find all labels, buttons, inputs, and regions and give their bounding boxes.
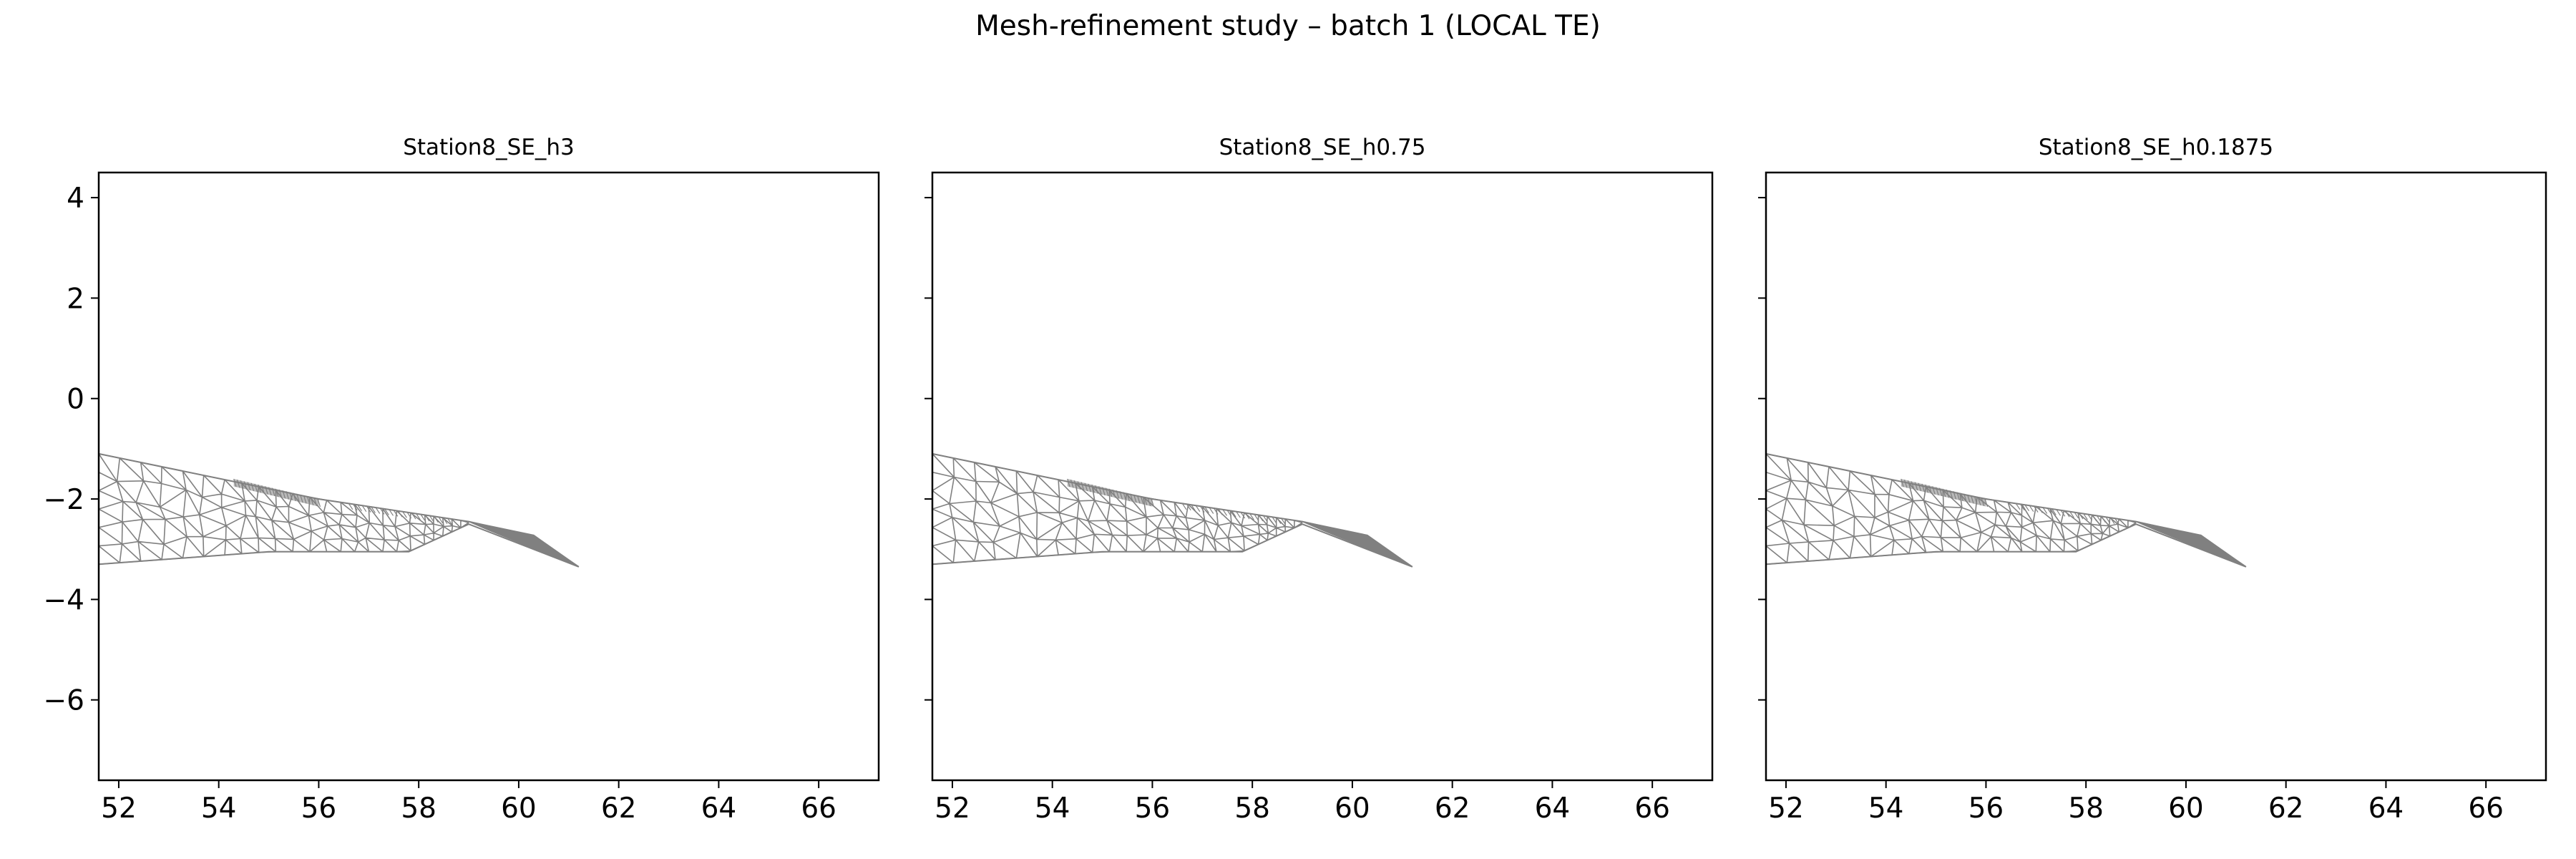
y-tick-label: 4 [67, 183, 84, 215]
mesh-dense-lines [1067, 478, 1155, 508]
x-tick-label: 66 [801, 792, 836, 825]
figure-suptitle: Mesh-refinement study – batch 1 (LOCAL T… [975, 10, 1601, 42]
x-tick-label: 58 [2068, 792, 2104, 825]
x-tick-label: 60 [2168, 792, 2204, 825]
mesh-group [932, 452, 1413, 568]
x-tick-label: 54 [201, 792, 237, 825]
x-tick-label: 58 [1234, 792, 1270, 825]
subplot-1: Station8_SE_h3 52 54 56 58 60 62 64 66 4 2 0 −2 −4 −6 [44, 135, 880, 825]
mesh-triangles [1766, 453, 2137, 566]
y-tick-label: −4 [44, 584, 85, 616]
mesh-group [1766, 452, 2247, 568]
mesh-outline [99, 452, 580, 568]
subplot-3: Station8_SE_h0.1875 52 54 56 58 60 62 64 66 [1758, 135, 2547, 825]
x-tick-label: 66 [1634, 792, 1670, 825]
subplot-title: Station8_SE_h3 [403, 135, 575, 160]
x-tick-label: 58 [401, 792, 436, 825]
mesh-outline [932, 452, 1413, 568]
subplot-2: Station8_SE_h0.75 52 54 56 58 60 62 64 66 [924, 135, 1714, 825]
x-tick-label: 52 [101, 792, 137, 825]
x-tick-label: 62 [2268, 792, 2304, 825]
x-tick-label: 64 [701, 792, 737, 825]
x-tick-label: 64 [1535, 792, 1571, 825]
mesh-dense-lines [1901, 478, 1989, 508]
mesh-triangles [932, 453, 1303, 566]
x-tick-label: 54 [1868, 792, 1904, 825]
axes-frame [931, 171, 1714, 782]
x-tick-label: 52 [1768, 792, 1804, 825]
x-tick-label: 60 [1335, 792, 1370, 825]
y-tick-label: 0 [67, 384, 84, 416]
x-tick-label: 62 [1435, 792, 1470, 825]
x-tick-label: 62 [601, 792, 637, 825]
mesh-dense-lines-2 [1181, 503, 1286, 525]
y-tick-label: 2 [67, 283, 84, 315]
x-tick-label: 56 [301, 792, 337, 825]
x-tick-label: 54 [1035, 792, 1070, 825]
axes-frame [97, 171, 880, 782]
subplot-title: Station8_SE_h0.75 [1219, 135, 1426, 160]
x-tick-label: 56 [1968, 792, 2004, 825]
mesh-triangles [99, 453, 469, 566]
mesh-dense-lines [233, 478, 321, 508]
mesh-dense-lines-2 [2015, 503, 2119, 525]
x-tick-label: 66 [2468, 792, 2504, 825]
x-tick-label: 52 [935, 792, 970, 825]
axes-frame [1765, 171, 2547, 782]
y-tick-label: −2 [44, 484, 85, 516]
mesh-group [99, 452, 580, 568]
mesh-dense-lines-2 [348, 503, 452, 525]
x-tick-label: 60 [501, 792, 537, 825]
x-tick-label: 64 [2368, 792, 2404, 825]
mesh-outline [1766, 452, 2247, 568]
y-tick-label: −6 [44, 685, 85, 717]
subplot-title: Station8_SE_h0.1875 [2039, 135, 2273, 160]
x-tick-label: 56 [1135, 792, 1171, 825]
